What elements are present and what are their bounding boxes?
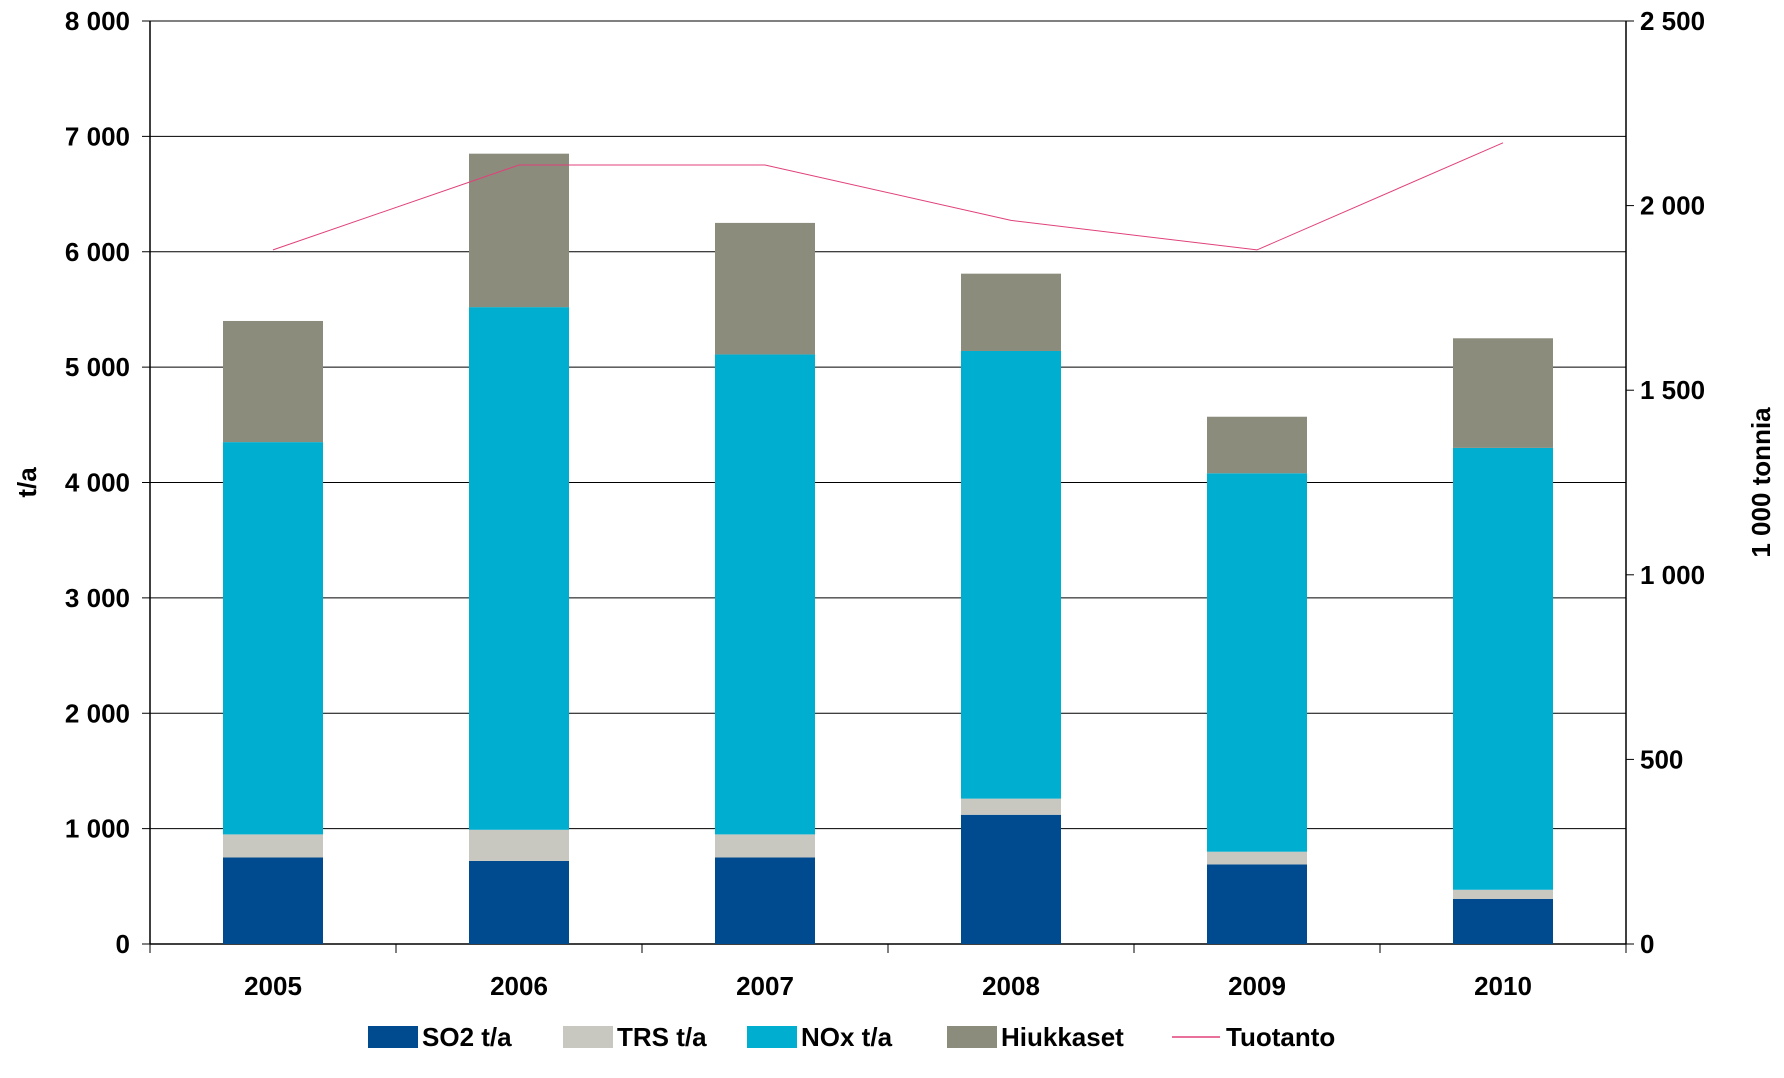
right-tick-label: 1 500 [1640,375,1705,405]
right-tick-label: 1 000 [1640,560,1705,590]
line-series-tuotanto [272,142,1504,251]
legend-label: Tuotanto [1226,1022,1335,1052]
legend-swatch [947,1026,997,1048]
bar-segment-trs-t-a-2007 [715,834,815,858]
bar-segment-so2-t-a-2008 [961,814,1061,944]
x-tick-label: 2005 [244,971,302,1001]
left-tick-label: 4 000 [65,468,130,498]
bar-segment-trs-t-a-2008 [961,798,1061,815]
bar-segment-so2-t-a-2007 [715,857,815,944]
x-tick-label: 2007 [736,971,794,1001]
bar-segment-nox-t-a-2007 [715,354,815,835]
left-tick-label: 5 000 [65,352,130,382]
bar-segment-trs-t-a-2009 [1207,851,1307,865]
bar-segment-trs-t-a-2010 [1453,889,1553,900]
bar-segment-trs-t-a-2006 [469,829,569,861]
left-tick-label: 2 000 [65,698,130,728]
bar-segment-so2-t-a-2006 [469,860,569,944]
left-tick-label: 1 000 [65,814,130,844]
right-tick-label: 2 000 [1640,191,1705,221]
bar-segment-hiukkaset-2007 [715,222,815,355]
legend-swatch [563,1026,613,1048]
bar-segment-nox-t-a-2008 [961,350,1061,799]
bar-segment-hiukkaset-2005 [223,320,323,443]
bar-segment-hiukkaset-2006 [469,153,569,308]
x-tick-label: 2006 [490,971,548,1001]
left-tick-label: 8 000 [65,6,130,36]
bar-segment-nox-t-a-2010 [1453,447,1553,890]
right-tick-label: 500 [1640,744,1683,774]
bar-segment-nox-t-a-2009 [1207,473,1307,852]
bar-segment-nox-t-a-2005 [223,442,323,835]
legend-label: TRS t/a [617,1022,707,1052]
legend-label: NOx t/a [801,1022,893,1052]
right-axis-title: 1 000 tonnia [1746,407,1776,558]
right-tick-label: 2 500 [1640,6,1705,36]
bar-segment-hiukkaset-2010 [1453,338,1553,448]
left-tick-label: 7 000 [65,121,130,151]
bar-segment-so2-t-a-2009 [1207,864,1307,944]
left-tick-label: 0 [116,929,130,959]
x-tick-label: 2009 [1228,971,1286,1001]
left-tick-label: 3 000 [65,583,130,613]
bar-segment-hiukkaset-2008 [961,273,1061,351]
legend-swatch [368,1026,418,1048]
left-axis-title: t/a [12,467,42,498]
x-tick-label: 2008 [982,971,1040,1001]
legend-label: Hiukkaset [1001,1022,1124,1052]
x-tick-label: 2010 [1474,971,1532,1001]
bar-segment-nox-t-a-2006 [469,307,569,830]
right-tick-label: 0 [1640,929,1654,959]
bar-segment-trs-t-a-2005 [223,834,323,858]
bar-segment-so2-t-a-2010 [1453,899,1553,944]
left-tick-label: 6 000 [65,237,130,267]
legend-swatch [747,1026,797,1048]
legend-label: SO2 t/a [422,1022,512,1052]
bar-segment-hiukkaset-2009 [1207,416,1307,474]
bar-segment-so2-t-a-2005 [223,857,323,944]
